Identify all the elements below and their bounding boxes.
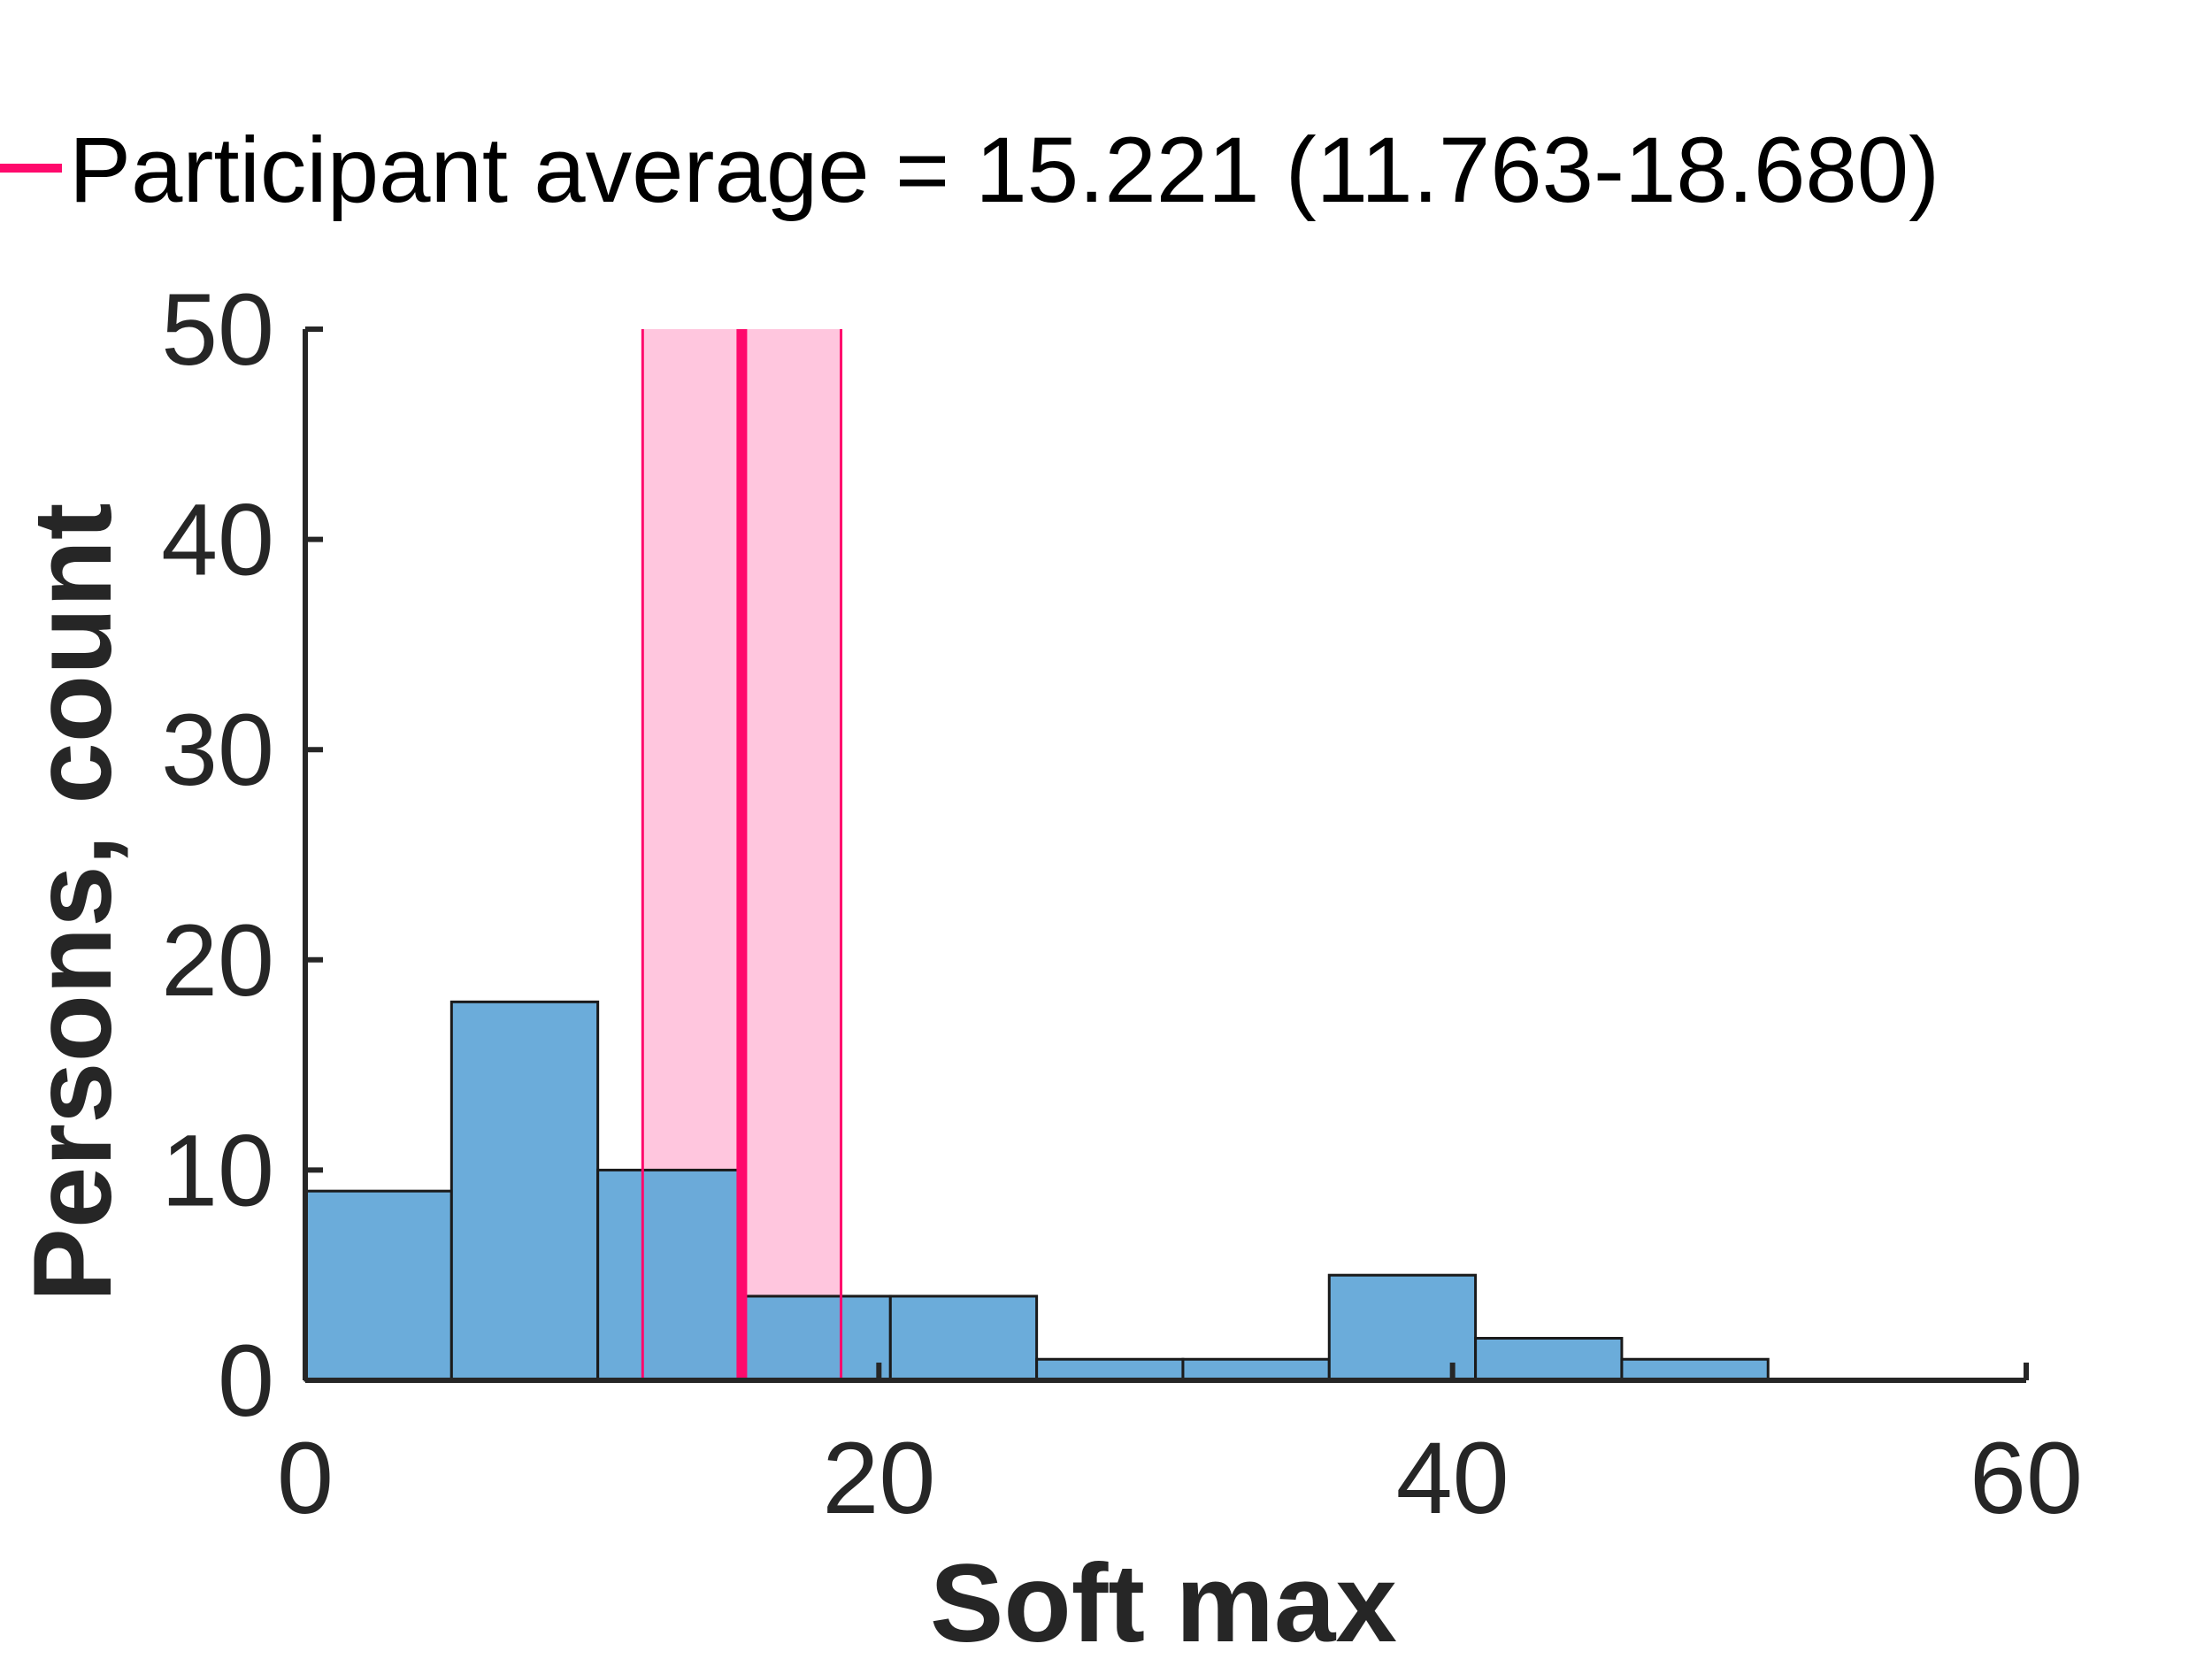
legend-label: Participant average = 15.221 (11.763-18.… (69, 119, 1939, 222)
legend: Participant average = 15.221 (11.763-18.… (0, 119, 1939, 222)
y-tick-label: 50 (161, 273, 274, 387)
y-axis-ticks: 0 10 20 30 40 50 (161, 273, 323, 1438)
histogram-bar-6 (1181, 1357, 1331, 1382)
x-axis-ticks: 0 20 40 60 (277, 1363, 2083, 1535)
y-tick-label: 0 (218, 1325, 274, 1438)
x-tick-label: 60 (1970, 1422, 2083, 1535)
y-tick-label: 40 (161, 484, 274, 597)
histogram-bar-1 (449, 1000, 600, 1382)
axes (303, 329, 2026, 1383)
x-tick-label: 40 (1396, 1422, 1509, 1535)
histogram-bar-0 (303, 1189, 453, 1382)
x-axis-title: Soft max (930, 1542, 1397, 1659)
histogram-bar-5 (1035, 1357, 1185, 1382)
histogram-bar-3 (742, 1294, 892, 1382)
histogram-bar-4 (888, 1294, 1039, 1382)
histogram-bar-8 (1474, 1336, 1624, 1382)
confidence-interval-lines (641, 329, 843, 1380)
y-tick-label: 20 (161, 904, 274, 1018)
histogram-bars (303, 1000, 1770, 1382)
y-tick-label: 10 (161, 1114, 274, 1227)
x-tick-label: 20 (822, 1422, 935, 1535)
histogram-bar-9 (1620, 1357, 1770, 1382)
y-axis-title: Persons, count (12, 503, 134, 1302)
x-tick-label: 0 (277, 1422, 334, 1535)
histogram-bar-2 (596, 1168, 746, 1382)
y-tick-label: 30 (161, 694, 274, 807)
